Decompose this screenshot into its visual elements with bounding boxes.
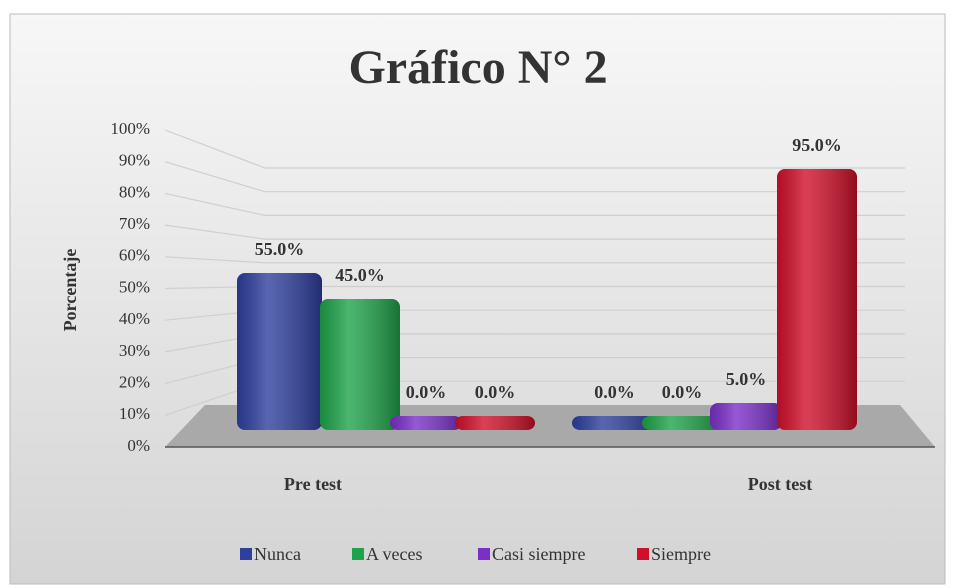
- legend-label: A veces: [366, 544, 422, 564]
- y-tick-label: 100%: [110, 119, 150, 138]
- grid-line: [164, 256, 905, 264]
- y-tick-label: 90%: [119, 151, 150, 170]
- y-tick-label: 70%: [119, 214, 150, 233]
- legend-swatch: [240, 548, 252, 560]
- legend-swatch: [352, 548, 364, 560]
- bar: [777, 169, 857, 430]
- y-axis-label: Porcentaje: [60, 249, 80, 332]
- legend-swatch: [478, 548, 490, 560]
- grid-line: [164, 129, 905, 169]
- y-tick-label: 10%: [119, 404, 150, 423]
- y-tick-label: 50%: [119, 277, 150, 296]
- bar: [390, 416, 462, 430]
- bar: [455, 416, 535, 430]
- chart-title: Gráfico N° 2: [348, 41, 607, 94]
- bar: [320, 299, 400, 430]
- grid-line: [164, 161, 905, 193]
- y-tick-label: 0%: [127, 436, 150, 455]
- data-label: 55.0%: [255, 239, 305, 259]
- data-label: 95.0%: [792, 135, 842, 155]
- data-label: 0.0%: [406, 382, 447, 402]
- legend-label: Casi siempre: [492, 544, 585, 564]
- x-tick-label: Post test: [748, 474, 812, 494]
- data-label: 0.0%: [594, 382, 635, 402]
- legend-label: Nunca: [254, 544, 301, 564]
- bar: [237, 273, 322, 430]
- bar: [642, 416, 722, 430]
- x-tick-label: Pre test: [284, 474, 342, 494]
- bar: [572, 416, 657, 430]
- legend-swatch: [637, 548, 649, 560]
- data-label: 45.0%: [335, 265, 385, 285]
- data-label: 0.0%: [475, 382, 516, 402]
- legend-label: Siempre: [651, 544, 711, 564]
- y-tick-label: 40%: [119, 309, 150, 328]
- data-label: 5.0%: [726, 369, 767, 389]
- y-tick-label: 80%: [119, 182, 150, 201]
- grid-line: [164, 192, 905, 216]
- data-label: 0.0%: [662, 382, 703, 402]
- bar: [710, 403, 782, 430]
- grid-line: [164, 224, 905, 240]
- y-tick-label: 30%: [119, 341, 150, 360]
- y-tick-label: 20%: [119, 373, 150, 392]
- y-tick-label: 60%: [119, 246, 150, 265]
